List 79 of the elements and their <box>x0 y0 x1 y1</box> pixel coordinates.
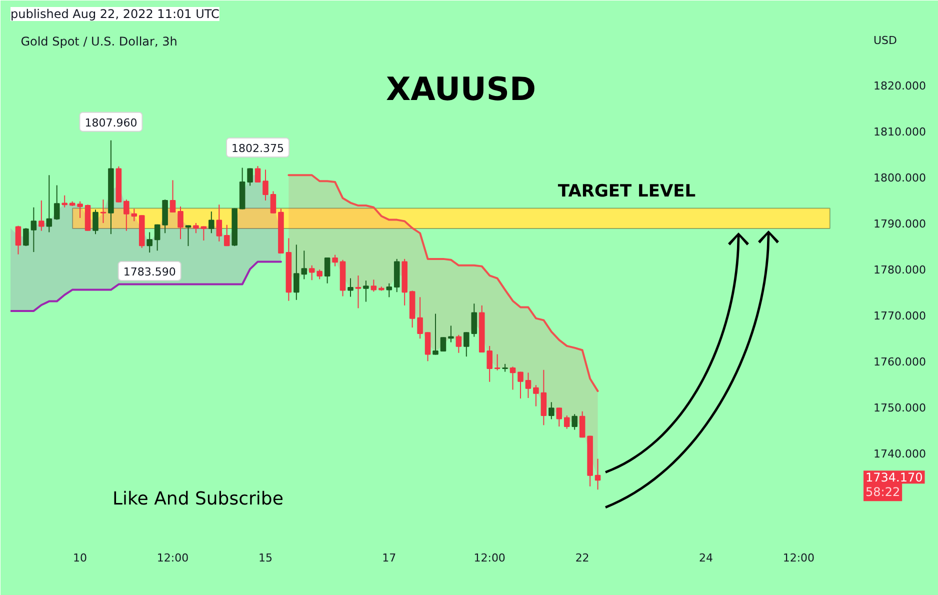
text: XAUUSD <box>386 70 536 108</box>
x-tick-label: 12:00 <box>782 552 815 564</box>
candlestick <box>594 458 601 490</box>
y-tick-label: 1750.000 <box>874 402 926 415</box>
candlestick <box>208 211 214 234</box>
candlestick <box>355 275 362 309</box>
x-tick-label: 12:00 <box>156 552 189 564</box>
y-tick-label: 1790.000 <box>874 218 926 231</box>
candlestick <box>456 334 462 354</box>
candlestick <box>46 174 52 233</box>
candlestick <box>30 206 37 253</box>
candlestick <box>518 371 524 399</box>
candlestick <box>548 402 554 420</box>
candlestick <box>254 166 261 184</box>
candlestick <box>23 228 29 247</box>
candlestick <box>424 332 431 362</box>
line-series <box>10 260 282 312</box>
candlestick <box>270 190 276 214</box>
candlestick <box>525 372 532 398</box>
candlestick <box>432 313 438 356</box>
candlestick <box>262 169 268 201</box>
x-tick-label: 10 <box>73 552 88 564</box>
candlestick <box>348 278 354 298</box>
y-tick-label: 1740.000 <box>874 448 926 461</box>
candlestick <box>510 366 516 390</box>
candlestick <box>62 194 68 208</box>
annotation: 1802.375 <box>232 142 284 156</box>
candlestick <box>363 280 369 302</box>
candlestick <box>146 232 152 254</box>
candlestick <box>224 224 230 247</box>
candlestick <box>417 296 423 340</box>
candlestick <box>15 225 22 255</box>
candlestick <box>200 226 207 242</box>
candlestick <box>448 325 454 343</box>
candlestick <box>77 200 83 218</box>
y-tick-label: 1770.000 <box>874 310 926 323</box>
candlestick <box>216 204 222 242</box>
candlestick <box>564 414 570 430</box>
text: published Aug 22, 2022 11:01 UTC <box>10 7 220 21</box>
candlestick <box>193 222 199 234</box>
x-tick-label: 12:00 <box>474 552 506 564</box>
y-tick-label: 1820.000 <box>874 79 926 92</box>
candlestick <box>579 410 586 438</box>
candlestick <box>556 407 562 428</box>
candlestick <box>131 208 138 222</box>
y-axis-title: USD <box>874 34 898 47</box>
candlestick <box>332 254 338 267</box>
candlestick <box>324 257 330 284</box>
text: 1734.170 <box>866 470 923 485</box>
y-tick-label: 1800.000 <box>874 171 926 184</box>
candlestick <box>100 199 106 224</box>
x-tick-label: 24 <box>698 552 713 564</box>
x-tick-label: 15 <box>258 552 272 564</box>
x-tick-label: 22 <box>575 552 590 564</box>
candlestick <box>124 199 130 232</box>
candlestick <box>247 168 253 186</box>
candlestick <box>178 206 184 240</box>
candlestick <box>540 369 547 426</box>
candlestick <box>572 414 578 430</box>
candlestick <box>440 336 446 352</box>
y-tick-label: 1760.000 <box>874 356 926 369</box>
candlestick <box>494 354 500 371</box>
candlestick <box>54 184 60 220</box>
candlestick <box>38 200 44 232</box>
candlestick <box>170 180 176 213</box>
y-tick-label: 1780.000 <box>874 264 926 277</box>
candlestick <box>370 279 377 292</box>
candlestick <box>533 384 539 407</box>
band-label: TARGET LEVEL <box>558 181 696 202</box>
annotation: 1807.960 <box>84 116 138 130</box>
annotation: Like And Subscribe <box>112 488 284 510</box>
candlestick <box>386 282 392 298</box>
y-tick-label: 1810.000 <box>874 125 926 138</box>
text: 58:22 <box>866 485 900 500</box>
candlestick <box>92 209 98 235</box>
text: Gold Spot / U.S. Dollar, 3h <box>20 34 178 48</box>
candlestick <box>154 224 160 252</box>
annotation: 1783.590 <box>123 266 176 279</box>
x-tick-label: 17 <box>382 552 396 564</box>
